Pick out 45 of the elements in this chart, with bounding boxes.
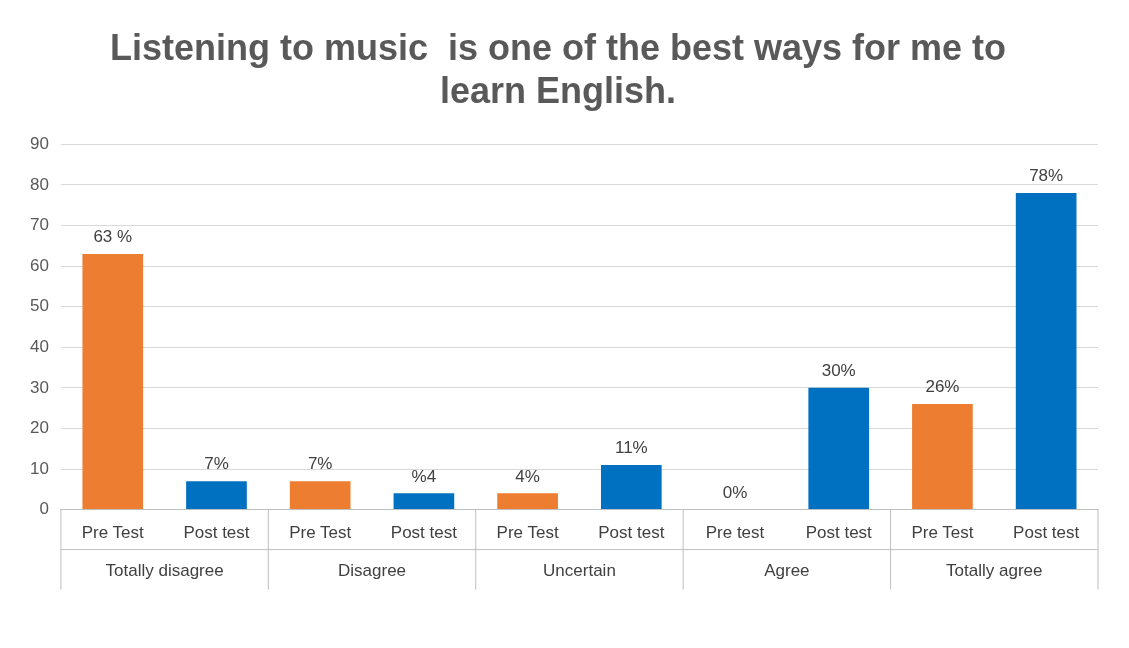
x-tick-label: Post test (805, 523, 873, 543)
y-tick-label: 60 (29, 255, 49, 275)
text: Disagree (338, 561, 407, 581)
bar (186, 481, 247, 510)
bar (600, 464, 662, 510)
x-tick-label: Pre Test (81, 523, 145, 543)
x-tick-label: Pre Test (911, 523, 974, 543)
x-tick-label: Post test (183, 523, 250, 543)
y-tick-label: 40 (29, 336, 49, 356)
bar (289, 481, 351, 510)
y-tick-label: 70 (29, 215, 49, 235)
bar (82, 253, 144, 510)
data-label: 4% (515, 466, 540, 486)
y-tick-label: 90 (29, 134, 49, 154)
y-tick-label: 20 (29, 418, 49, 438)
y-tick-label: 50 (29, 296, 49, 316)
bar (1015, 193, 1077, 510)
bar (808, 387, 870, 510)
text: Uncertain (543, 561, 616, 581)
data-label: 78% (1029, 166, 1064, 186)
bar (497, 493, 558, 510)
data-label: 63 % (93, 227, 133, 247)
y-tick-label: 0 (39, 499, 49, 519)
x-tick-label: Post test (598, 523, 665, 543)
data-label: 0% (722, 482, 748, 502)
x-tick-label: Post test (1013, 523, 1080, 543)
data-label: 30% (821, 361, 856, 381)
chart-title: Listening to music is one of the best ways for me to learn English. (109, 26, 1007, 111)
text: Totally agree (946, 561, 1043, 581)
data-label: 7% (204, 454, 229, 474)
bar (912, 404, 973, 510)
x-tick-label: Pre Test (289, 523, 352, 543)
data-label: 7% (307, 454, 333, 474)
data-label: %4 (411, 466, 437, 486)
data-label: 11% (614, 438, 648, 458)
data-label: 26% (925, 377, 960, 397)
x-tick-label: Pre Test (496, 523, 559, 543)
y-tick-label: 30 (29, 377, 49, 397)
x-tick-label: Pre test (705, 523, 765, 543)
y-tick-label: 10 (29, 458, 49, 478)
bar (393, 493, 455, 510)
text: Totally disagree (105, 561, 224, 581)
text: Agree (764, 561, 810, 581)
y-tick-label: 80 (29, 174, 49, 194)
x-tick-label: Post test (390, 523, 458, 543)
